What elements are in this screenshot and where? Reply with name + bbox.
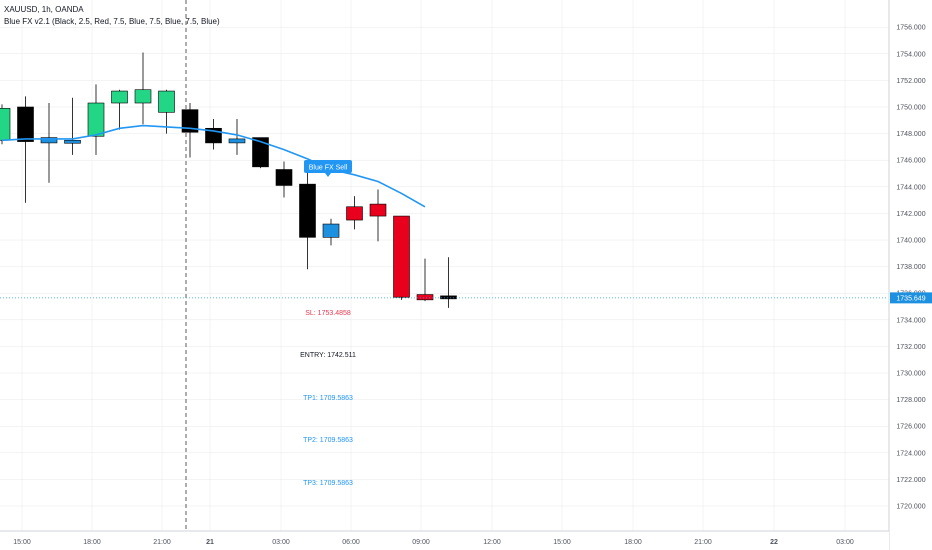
candle	[134, 52, 152, 125]
candle	[275, 161, 293, 198]
y-tick-label: 1728.000	[896, 397, 925, 404]
signal-label-box	[304, 160, 352, 173]
candle-body	[134, 89, 152, 104]
candle-body	[440, 295, 457, 300]
candle	[40, 103, 58, 183]
candle-body	[299, 183, 316, 238]
y-tick-label: 1750.000	[896, 105, 925, 112]
candle-body	[158, 90, 175, 113]
candle	[111, 89, 128, 130]
candle	[369, 189, 387, 242]
y-tick-label: 1756.000	[896, 25, 925, 32]
signal-marker[interactable]: Blue FX Sell	[304, 160, 352, 177]
candles-layer	[0, 52, 457, 308]
x-tick-label: 18:00	[624, 539, 642, 546]
candle	[87, 84, 105, 155]
y-tick-label: 1740.000	[896, 238, 925, 245]
candle-body	[346, 206, 363, 221]
candle	[416, 258, 434, 302]
candle	[0, 104, 11, 145]
signal-label: Blue FX Sell	[309, 165, 348, 172]
x-tick-label: 06:00	[342, 539, 360, 546]
y-tick-label: 1746.000	[896, 158, 925, 165]
y-tick-label: 1748.000	[896, 131, 925, 138]
candle	[64, 97, 81, 155]
candle	[322, 218, 340, 246]
x-tick-label: 22	[770, 539, 778, 546]
time-axis[interactable]: 15:00 18:00 21:00 21 03:00 06:00 09:00 12:00 15:…	[0, 530, 889, 550]
x-tick-label: 21	[206, 539, 214, 546]
tp2-label: TP2: 1709.5863	[303, 437, 353, 444]
candle-body	[17, 106, 34, 142]
x-tick-label: 18:00	[83, 539, 101, 546]
y-tick-label: 1754.000	[896, 51, 925, 58]
x-tick-label: 21:00	[153, 539, 171, 546]
candle	[393, 215, 410, 300]
candle-body	[111, 90, 128, 104]
candle-body	[0, 108, 11, 141]
symbol-title: XAUUSD, 1h, OANDA	[4, 5, 84, 14]
x-tick-label: 03:00	[836, 539, 854, 546]
x-tick-label: 03:00	[272, 539, 290, 546]
current-price-badge: 1735.649	[890, 292, 932, 304]
candle	[228, 118, 246, 155]
candle-body	[416, 294, 434, 301]
candle	[252, 137, 269, 169]
price-axis[interactable]: 1720.000 1722.000 1724.000 1726.000 1728.000…	[888, 0, 932, 550]
candle	[346, 196, 363, 230]
y-tick-label: 1724.000	[896, 450, 925, 457]
y-tick-label: 1744.000	[896, 184, 925, 191]
y-tick-label: 1734.000	[896, 317, 925, 324]
y-tick-label: 1722.000	[896, 477, 925, 484]
candle-body	[64, 139, 81, 144]
candle-body	[393, 215, 410, 298]
candle-body	[369, 203, 387, 217]
x-tick-label: 09:00	[412, 539, 430, 546]
tp3-label: TP3: 1709.5863	[303, 480, 353, 487]
candle-body	[40, 137, 58, 144]
candle-body	[228, 138, 246, 144]
y-tick-label: 1752.000	[896, 78, 925, 85]
x-tick-label: 15:00	[13, 539, 31, 546]
x-tick-label: 15:00	[553, 539, 571, 546]
candle-body	[322, 223, 340, 238]
sl-label: SL: 1753.4858	[305, 310, 351, 317]
chart-grid	[0, 0, 889, 531]
y-tick-label: 1720.000	[896, 504, 925, 511]
y-tick-label: 1732.000	[896, 344, 925, 351]
signal-label-pointer	[325, 173, 331, 177]
x-tick-label: 12:00	[483, 539, 501, 546]
y-tick-label: 1726.000	[896, 424, 925, 431]
candle	[181, 103, 199, 158]
current-price-label: 1735.649	[896, 295, 925, 302]
indicator-legend: Blue FX v2.1 (Black, 2.5, Red, 7.5, Blue…	[4, 17, 220, 26]
candle-body	[252, 137, 269, 168]
candle	[299, 170, 316, 270]
candle-body	[275, 169, 293, 186]
entry-label: ENTRY: 1742.511	[300, 352, 356, 359]
ma-line	[1, 124, 426, 208]
y-tick-label: 1742.000	[896, 211, 925, 218]
y-tick-label: 1730.000	[896, 371, 925, 378]
candle-body	[181, 109, 199, 133]
tp1-label: TP1: 1709.5863	[303, 395, 353, 402]
y-tick-label: 1738.000	[896, 264, 925, 271]
candle	[17, 96, 34, 203]
candle-body	[87, 102, 105, 137]
x-tick-label: 21:00	[694, 539, 712, 546]
candle	[205, 118, 222, 150]
candle	[440, 257, 457, 308]
